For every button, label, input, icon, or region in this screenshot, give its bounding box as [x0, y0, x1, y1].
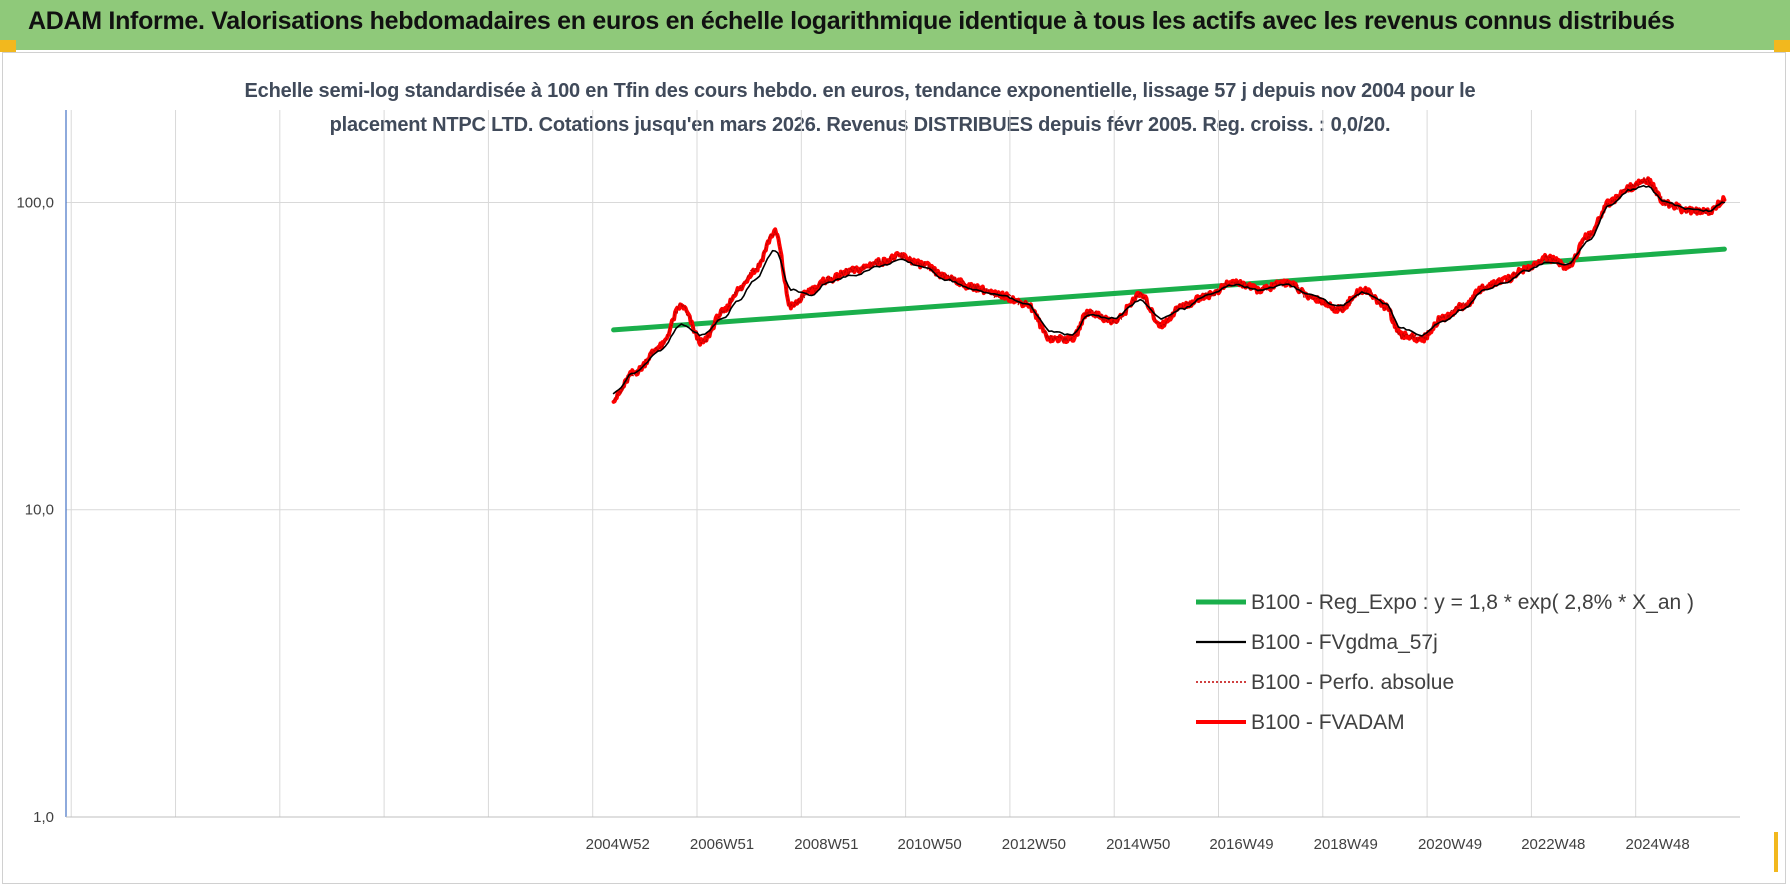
x-tick-label: 2018W49 — [1314, 836, 1378, 853]
x-tick-label: 2008W51 — [794, 836, 858, 853]
x-tick-label: 2020W49 — [1418, 836, 1482, 853]
legend-label-fvadam: B100 - FVADAM — [1251, 711, 1405, 734]
series-line-perfo — [612, 176, 1726, 401]
axis-layer: 1,0 10,0 100,0 2004W52 2006W51 2008W51 2010W50… — [16, 110, 1740, 853]
legend-label-fvgdma: B100 - FVgdma_57j — [1251, 631, 1438, 654]
grid-layer — [66, 110, 1740, 818]
chart-title-line2: placement NTPC LTD. Cotations jusqu'en m… — [329, 114, 1391, 136]
y-tick-label: 1,0 — [33, 809, 54, 826]
x-tick-label: 2024W48 — [1625, 836, 1689, 853]
y-tick-label: 10,0 — [25, 502, 54, 519]
legend-label-reg: B100 - Reg_Expo : y = 1,8 * exp( 2,8% * … — [1251, 591, 1694, 614]
chart-title-line1: Echelle semi-log standardisée à 100 en T… — [244, 80, 1476, 102]
chart-frame — [2, 52, 1786, 884]
y-tick-label: 100,0 — [16, 194, 54, 211]
x-tick-label: 2012W50 — [1002, 836, 1066, 853]
x-tick-label: 2014W50 — [1106, 836, 1170, 853]
series-layer — [611, 176, 1727, 404]
x-tick-label: 2006W51 — [690, 836, 754, 853]
x-tick-label: 2016W49 — [1209, 836, 1273, 853]
legend-label-perfo: B100 - Perfo. absolue — [1251, 671, 1454, 694]
header-bar: ADAM Informe. Valorisations hebdomadaire… — [0, 0, 1790, 50]
corner-marker — [0, 40, 16, 52]
corner-marker — [1774, 40, 1790, 52]
corner-marker — [1774, 832, 1778, 872]
series-line-fvgdma — [612, 184, 1726, 395]
x-tick-label: 2022W48 — [1521, 836, 1585, 853]
chart-title: Echelle semi-log standardisée à 100 en T… — [180, 74, 1540, 142]
page-title: ADAM Informe. Valorisations hebdomadaire… — [28, 7, 1675, 35]
x-tick-label: 2010W50 — [897, 836, 961, 853]
legend-layer: B100 - Reg_Expo : y = 1,8 * exp( 2,8% * … — [1196, 591, 1694, 734]
x-tick-label: 2004W52 — [586, 836, 650, 853]
